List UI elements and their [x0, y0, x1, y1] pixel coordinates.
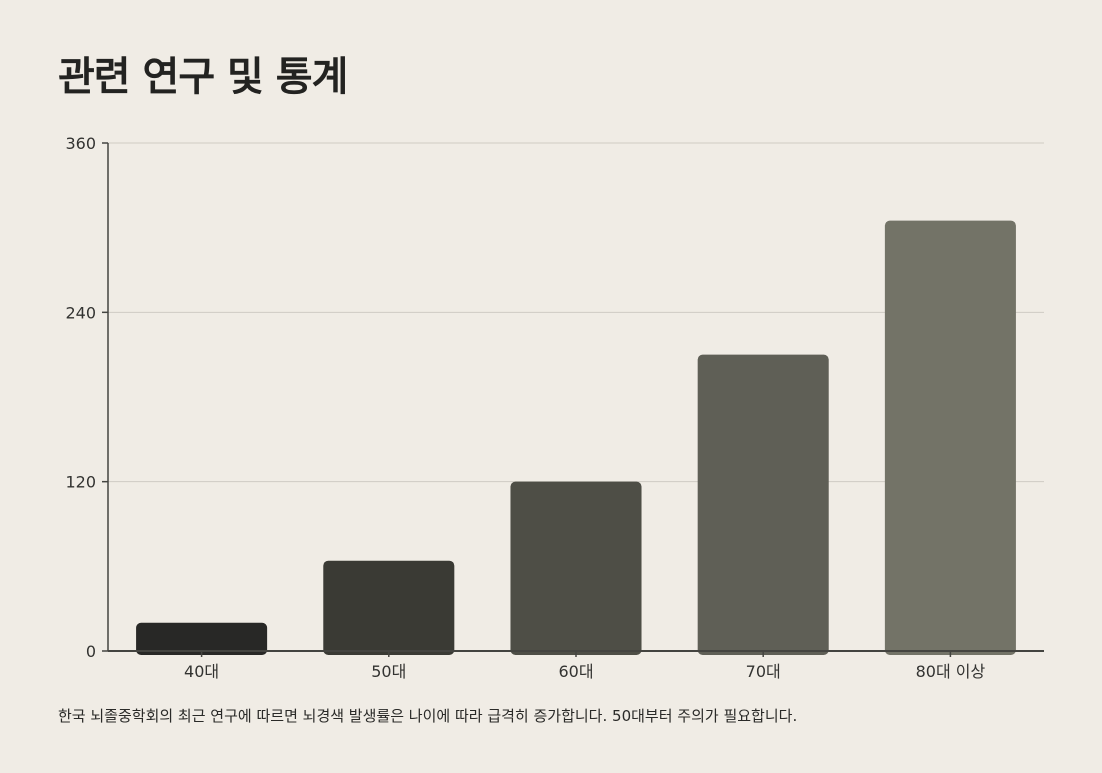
bar-5	[884, 220, 1016, 655]
x-tick-label: 40대	[184, 662, 219, 681]
x-tick-label: 60대	[558, 662, 593, 681]
chart-caption: 한국 뇌졸중학회의 최근 연구에 따르면 뇌경색 발생률은 나이에 따라 급격히…	[58, 707, 798, 725]
x-tick-label: 80대 이상	[916, 662, 986, 681]
axes	[102, 142, 1044, 657]
y-tick-label: 120	[65, 473, 96, 492]
bar-2	[323, 560, 455, 655]
y-tick-label: 240	[65, 303, 96, 322]
bar-3	[510, 481, 642, 655]
page-title: 관련 연구 및 통계	[58, 54, 348, 100]
bars	[136, 220, 1016, 655]
bar-4	[697, 354, 829, 655]
tick-labels: 0 120 240 360 40대 50대 60대 70대 80대 이상	[65, 134, 985, 681]
x-tick-label: 70대	[746, 662, 781, 681]
bar-1	[136, 622, 268, 655]
y-tick-label: 0	[86, 642, 96, 661]
x-tick-label: 50대	[371, 662, 406, 681]
y-tick-label: 360	[65, 134, 96, 153]
bar-chart: 0 120 240 360 40대 50대 60대 70대 80대 이상	[65, 134, 1044, 681]
